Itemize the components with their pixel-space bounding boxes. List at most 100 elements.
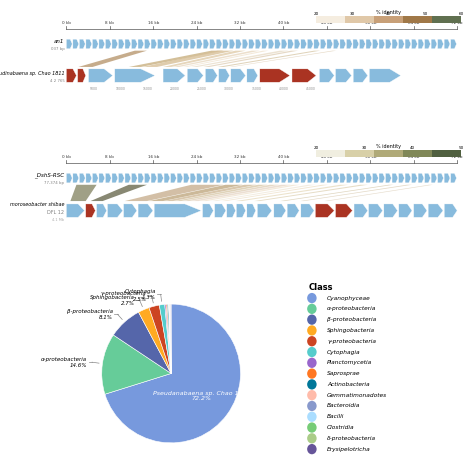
Polygon shape <box>249 173 255 183</box>
Polygon shape <box>218 51 320 67</box>
Polygon shape <box>131 39 137 49</box>
Polygon shape <box>223 173 228 183</box>
Polygon shape <box>405 39 411 49</box>
Polygon shape <box>314 173 320 183</box>
Polygon shape <box>431 39 437 49</box>
Polygon shape <box>237 204 246 218</box>
Text: 037 bp: 037 bp <box>51 47 64 51</box>
Text: 16 kb: 16 kb <box>147 155 159 159</box>
Polygon shape <box>157 39 164 49</box>
Text: moroseobacter shibae: moroseobacter shibae <box>10 202 64 208</box>
Polygon shape <box>66 204 84 218</box>
Polygon shape <box>108 204 123 218</box>
Polygon shape <box>154 204 201 218</box>
Polygon shape <box>280 185 393 201</box>
Text: 30000: 30000 <box>224 87 234 91</box>
Polygon shape <box>354 204 368 218</box>
Polygon shape <box>118 173 124 183</box>
Polygon shape <box>157 173 164 183</box>
Polygon shape <box>124 204 137 218</box>
Text: 40000: 40000 <box>279 87 288 91</box>
Polygon shape <box>203 39 209 49</box>
Polygon shape <box>86 173 92 183</box>
Polygon shape <box>418 39 424 49</box>
Polygon shape <box>242 173 248 183</box>
Bar <box>345 150 374 157</box>
Polygon shape <box>327 39 333 49</box>
Polygon shape <box>99 173 105 183</box>
Polygon shape <box>197 173 202 183</box>
Polygon shape <box>274 204 286 218</box>
Polygon shape <box>366 39 372 49</box>
Polygon shape <box>281 173 287 183</box>
Text: eudinabaena sp. Chao 1811: eudinabaena sp. Chao 1811 <box>0 71 64 76</box>
Text: 40: 40 <box>386 12 391 16</box>
Polygon shape <box>66 39 72 49</box>
Polygon shape <box>191 185 291 201</box>
Bar <box>374 16 403 23</box>
Text: 0 kb: 0 kb <box>62 155 71 159</box>
Text: 15000: 15000 <box>143 87 153 91</box>
Text: 72 kb: 72 kb <box>451 21 463 25</box>
Polygon shape <box>219 69 229 82</box>
Polygon shape <box>66 69 76 82</box>
Polygon shape <box>191 51 289 67</box>
Polygon shape <box>444 204 457 218</box>
Polygon shape <box>411 39 418 49</box>
Polygon shape <box>275 173 281 183</box>
Polygon shape <box>294 39 300 49</box>
Polygon shape <box>190 39 196 49</box>
Polygon shape <box>315 204 334 218</box>
Polygon shape <box>314 39 320 49</box>
Text: 60: 60 <box>458 12 464 16</box>
Polygon shape <box>249 39 255 49</box>
Polygon shape <box>268 39 274 49</box>
Text: 40 kb: 40 kb <box>278 21 289 25</box>
Text: DFL 12: DFL 12 <box>47 210 64 215</box>
Polygon shape <box>211 185 315 201</box>
Polygon shape <box>138 204 153 218</box>
Polygon shape <box>257 204 272 218</box>
Polygon shape <box>399 204 412 218</box>
Polygon shape <box>236 185 348 201</box>
Text: 72 kb: 72 kb <box>451 155 463 159</box>
Text: 64 kb: 64 kb <box>408 21 419 25</box>
Polygon shape <box>300 185 412 201</box>
Polygon shape <box>320 173 326 183</box>
Polygon shape <box>187 69 203 82</box>
Polygon shape <box>229 39 235 49</box>
Polygon shape <box>183 39 190 49</box>
Polygon shape <box>125 185 223 201</box>
Polygon shape <box>203 51 298 67</box>
Polygon shape <box>366 173 372 183</box>
Text: 45000: 45000 <box>306 87 316 91</box>
Text: % identity: % identity <box>376 144 401 149</box>
Polygon shape <box>115 69 155 82</box>
Polygon shape <box>171 39 176 49</box>
Polygon shape <box>200 185 300 201</box>
Polygon shape <box>262 39 268 49</box>
Polygon shape <box>399 39 404 49</box>
Polygon shape <box>86 204 95 218</box>
Polygon shape <box>346 39 352 49</box>
Polygon shape <box>418 173 424 183</box>
Text: 20: 20 <box>313 146 319 150</box>
Polygon shape <box>255 39 261 49</box>
Polygon shape <box>197 39 202 49</box>
Polygon shape <box>202 204 213 218</box>
Text: 40 kb: 40 kb <box>278 155 289 159</box>
Text: 77,374 bp: 77,374 bp <box>45 181 64 185</box>
Polygon shape <box>164 185 256 201</box>
Polygon shape <box>73 173 79 183</box>
Polygon shape <box>340 39 346 49</box>
Polygon shape <box>149 185 243 201</box>
Polygon shape <box>182 185 279 201</box>
Polygon shape <box>143 51 234 67</box>
Polygon shape <box>118 39 124 49</box>
Polygon shape <box>428 204 443 218</box>
Text: 48 kb: 48 kb <box>321 21 333 25</box>
Polygon shape <box>73 39 79 49</box>
Text: _DshS-RSC: _DshS-RSC <box>34 173 64 178</box>
Polygon shape <box>78 69 86 82</box>
Text: 24 kb: 24 kb <box>191 21 202 25</box>
